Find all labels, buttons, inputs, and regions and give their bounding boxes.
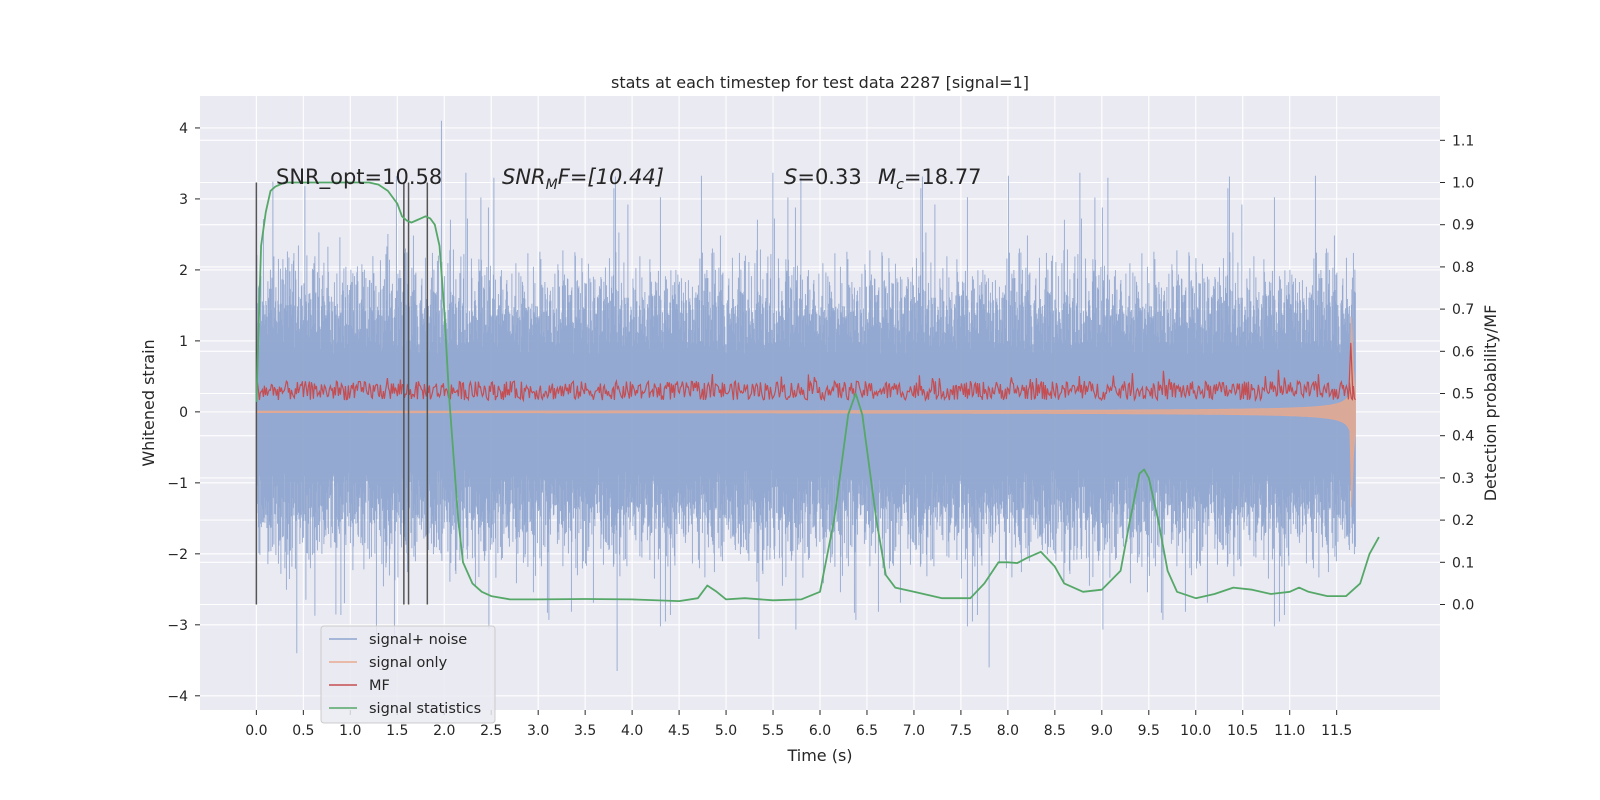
x-tick-label: 8.0 [997,723,1019,739]
y2-tick-label: 1.0 [1452,176,1474,192]
x-tick-label: 5.0 [715,723,737,739]
legend-label-signal-noise: signal+ noise [369,632,467,648]
x-tick-label: 10.5 [1227,723,1258,739]
x-tick-label: 6.5 [856,723,878,739]
annotation-snr-mf-symbol: SNR [502,165,546,189]
y-tick-label: 2 [179,263,188,279]
x-tick-label: 2.0 [433,723,455,739]
legend-label-signal-statistics: signal statistics [369,701,481,717]
x-tick-label: 4.5 [668,723,690,739]
y-tick-label: −2 [167,547,188,563]
y2-tick-label: 0.7 [1452,302,1474,318]
y-tick-label: 3 [179,192,188,208]
y2-tick-label: 0.3 [1452,471,1474,487]
x-tick-label: 10.0 [1180,723,1211,739]
series-mf [255,342,1356,403]
x-tick-label: 3.0 [527,723,549,739]
x-axis-title: Time (s) [786,746,852,765]
y2-tick-label: 0.6 [1452,344,1474,360]
legend-box [320,625,496,724]
x-tick-label: 8.5 [1044,723,1066,739]
x-tick-label: 9.0 [1091,723,1113,739]
series-signal-statistics [255,181,1380,602]
series-signal-only [256,316,1356,508]
x-tick-label: 11.0 [1274,723,1305,739]
x-tick-label: 9.5 [1138,723,1160,739]
annotation-s-symbol: S [784,165,797,189]
x-tick-label: 5.5 [762,723,784,739]
y-tick-label: −1 [167,476,188,492]
y2-tick-label: 0.9 [1452,218,1474,234]
y-tick-label: 4 [179,121,188,137]
annotation-s-value: =0.33 [797,165,861,189]
annotation-mc: Mc=18.77 [878,165,982,193]
annotation-mc-value: =18.77 [904,165,982,189]
y2-tick-label: 0.5 [1452,387,1474,403]
x-tick-label: 7.5 [950,723,972,739]
annotation-snr-mf-value: F=[10.44] [558,165,664,189]
legend: signal+ noise signal only MF signal stat… [320,625,496,724]
x-tick-label: 6.0 [809,723,831,739]
y2-tick-label: 0.2 [1452,513,1474,529]
y2-axis-title: Detection probability/MF [1481,305,1500,502]
legend-label-signal-only: signal only [369,655,448,671]
x-tick-label: 2.5 [480,723,502,739]
x-tick-label: 1.0 [339,723,361,739]
x-tick-label: 11.5 [1321,723,1352,739]
x-tick-label: 7.0 [903,723,925,739]
y-tick-label: 0 [179,405,188,421]
y2-tick-label: 0.1 [1452,555,1474,571]
y2-tick-label: 0.4 [1452,429,1474,445]
y-axis-title: Whitened strain [139,339,158,466]
x-tick-label: 1.5 [386,723,408,739]
annotation-snr-opt: SNR_opt=10.58 [276,165,442,190]
annotation-snr-mf-subscript: M [546,177,558,193]
annotation-mc-symbol: M [878,165,896,189]
x-tick-label: 0.5 [292,723,314,739]
annotation-s: S=0.33 [784,165,862,189]
y2-tick-label: 1.1 [1452,133,1474,149]
annotation-snr-mf: SNRMF=[10.44] [502,165,664,193]
chart-title: stats at each timestep for test data 228… [611,73,1029,92]
y-tick-label: −4 [167,689,188,705]
x-tick-label: 0.0 [245,723,267,739]
legend-label-mf: MF [369,678,390,694]
x-tick-label: 4.0 [621,723,643,739]
x-tick-label: 3.5 [574,723,596,739]
y-tick-label: −3 [167,618,188,634]
y2-tick-label: 0.8 [1452,260,1474,276]
y2-tick-label: 0.0 [1452,598,1474,614]
y-tick-label: 1 [179,334,188,350]
annotation-mc-subscript: c [896,177,904,193]
